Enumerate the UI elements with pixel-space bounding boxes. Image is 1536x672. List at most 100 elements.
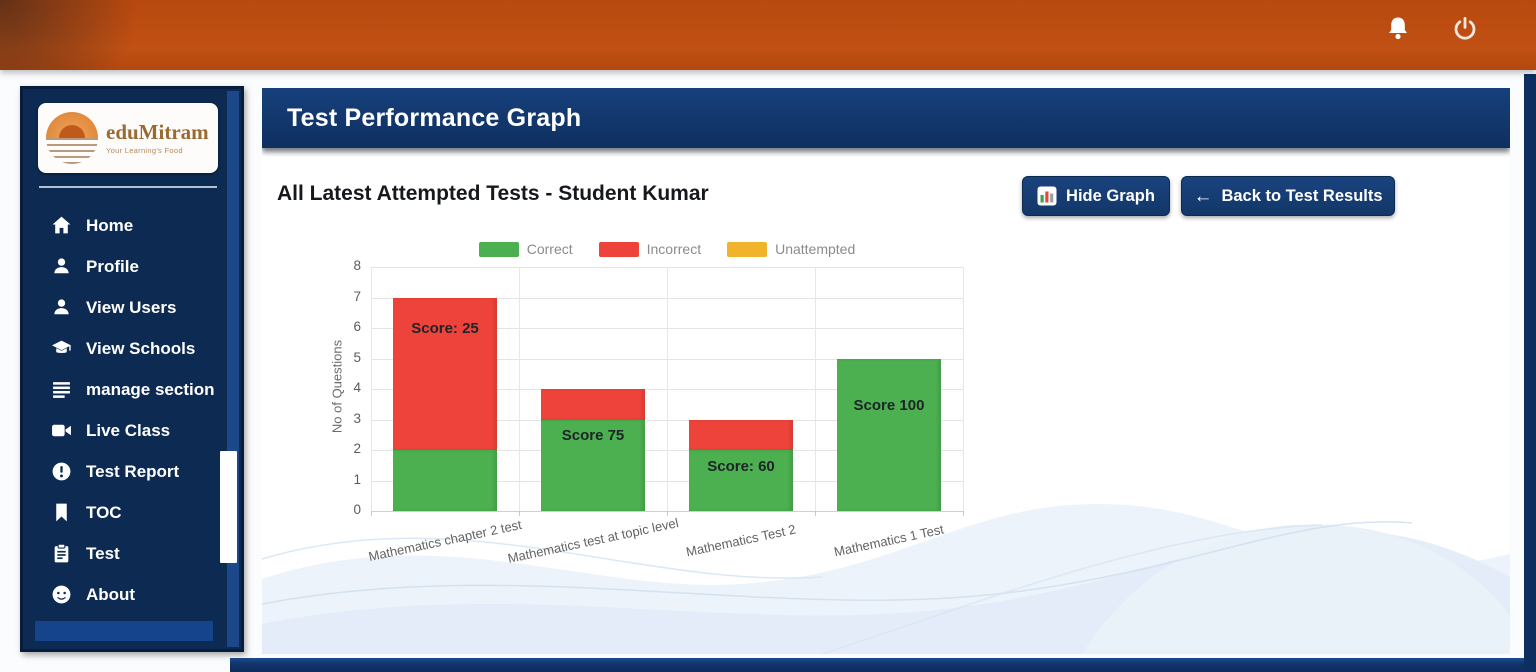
x-axis-label: Mathematics test at topic level — [506, 515, 680, 566]
person-icon — [51, 297, 72, 318]
x-tick-mark-0 — [371, 511, 372, 516]
x-axis-label: Mathematics 1 Test — [832, 521, 946, 560]
footer-bar — [230, 658, 1524, 672]
y-tick-7: 7 — [353, 288, 361, 304]
graduation-cap-icon — [51, 338, 72, 359]
sidebar-item-label: Test Report — [86, 461, 180, 481]
sunrise-logo-icon — [46, 112, 98, 164]
right-edge-strip — [1524, 74, 1536, 672]
y-tick-4: 4 — [353, 380, 361, 395]
left-arrow-icon: ← — [1193, 185, 1213, 207]
brand-name: eduMitram — [106, 119, 209, 144]
x-tick-mark-1 — [519, 511, 520, 516]
sidebar-item-view-schools[interactable]: View Schools — [23, 328, 233, 369]
sidebar-vertical-scrollbar-thumb[interactable] — [220, 451, 237, 563]
y-axis-title: No of Questions — [329, 339, 345, 434]
page-header: Test Performance Graph — [262, 88, 1510, 148]
bar-score-label: Score 75 — [561, 427, 625, 444]
bar-segment-correct[interactable] — [393, 450, 497, 511]
y-tick-5: 5 — [353, 349, 361, 365]
sidebar-item-view-users[interactable]: View Users — [23, 287, 233, 328]
legend-label: Incorrect — [646, 241, 702, 257]
y-tick-1: 1 — [353, 471, 361, 487]
sidebar-item-label: Test — [86, 543, 120, 563]
sidebar-horizontal-scrollbar[interactable] — [35, 621, 213, 641]
person-icon — [51, 256, 72, 277]
sidebar-item-label: Profile — [86, 256, 139, 276]
video-camera-icon — [51, 420, 72, 441]
legend-swatch — [478, 241, 519, 257]
sidebar-item-label: manage section — [86, 379, 215, 399]
sidebar-item-manage-section[interactable]: manage section — [23, 369, 233, 410]
bar-segment-correct[interactable] — [689, 450, 793, 511]
bar-segment-incorrect[interactable] — [393, 297, 497, 450]
sidebar-item-label: Home — [86, 215, 134, 235]
page-title: Test Performance Graph — [287, 103, 582, 132]
x-tick-mark-3 — [815, 511, 816, 516]
bookmark-icon — [51, 502, 72, 523]
bar-score-label: Score: 25 — [411, 319, 479, 337]
bar-segment-incorrect[interactable] — [689, 419, 793, 450]
brand-tagline: Your Learning's Food — [106, 145, 183, 155]
legend-label: Unattempted — [775, 241, 856, 257]
list-icon — [51, 379, 72, 400]
sidebar-item-label: TOC — [86, 502, 122, 522]
y-tick-3: 3 — [353, 410, 361, 426]
home-icon — [51, 215, 72, 236]
bar-score-label: Score: 60 — [707, 457, 775, 475]
sidebar-item-toc[interactable]: TOC — [23, 492, 233, 533]
gridline-v-2 — [667, 267, 668, 511]
chart-legend: Correct Incorrect Unattempted — [371, 241, 963, 257]
subtitle: All Latest Attempted Tests - Student Kum… — [277, 182, 709, 205]
sidebar: eduMitram Your Learning's Food Home Profi… — [20, 86, 244, 652]
bar-chart-icon — [1037, 186, 1057, 206]
gridline-v-3 — [815, 267, 816, 511]
legend-swatch — [727, 241, 768, 257]
hide-graph-label: Hide Graph — [1066, 186, 1155, 205]
sidebar-item-label: View Schools — [86, 338, 196, 358]
bar-segment-correct[interactable] — [837, 358, 941, 511]
bar-segment-incorrect[interactable] — [541, 389, 645, 420]
gridline-v-1 — [519, 267, 520, 511]
power-icon[interactable] — [1452, 16, 1478, 42]
y-tick-8: 8 — [353, 258, 361, 273]
gridline-v-4 — [963, 267, 964, 511]
legend-incorrect[interactable]: Incorrect — [598, 241, 702, 257]
sidebar-item-profile[interactable]: Profile — [23, 246, 233, 287]
toolbar-row: All Latest Attempted Tests - Student Kum… — [262, 176, 1510, 218]
sidebar-item-label: View Users — [86, 297, 177, 317]
sidebar-item-label: Live Class — [86, 420, 171, 440]
sidebar-item-label: About — [86, 584, 136, 604]
smiley-icon — [51, 584, 72, 605]
sidebar-item-about[interactable]: About — [23, 574, 233, 615]
bar-score-label: Score 100 — [853, 396, 925, 414]
gridline-v-0 — [371, 267, 372, 511]
sidebar-item-live-class[interactable]: Live Class — [23, 410, 233, 451]
legend-correct[interactable]: Correct — [478, 241, 573, 257]
x-tick-mark-2 — [667, 511, 668, 516]
legend-unattempted[interactable]: Unattempted — [727, 241, 855, 257]
alert-circle-icon — [51, 461, 72, 482]
logo[interactable]: eduMitram Your Learning's Food — [38, 103, 218, 173]
main-panel: Test Performance Graph All Latest Attemp… — [262, 88, 1510, 654]
y-tick-2: 2 — [353, 441, 361, 456]
sidebar-menu: Home Profile View Users View Schools manage … — [23, 205, 233, 615]
y-tick-6: 6 — [353, 319, 361, 334]
test-performance-chart: Correct Incorrect Unattempted 0 1 2 3 4 5 6 7 8 No o… — [262, 228, 1042, 648]
sidebar-item-test-report[interactable]: Test Report — [23, 451, 233, 492]
back-to-results-label: Back to Test Results — [1221, 186, 1383, 205]
topbar — [0, 0, 1536, 70]
legend-label: Correct — [526, 241, 573, 257]
x-tick-mark-4 — [963, 511, 964, 516]
bar-segment-correct[interactable] — [541, 419, 645, 511]
sidebar-item-home[interactable]: Home — [23, 205, 233, 246]
sidebar-item-test[interactable]: Test — [23, 533, 233, 574]
back-to-results-button[interactable]: ← Back to Test Results — [1181, 176, 1395, 216]
x-axis-label: Mathematics Test 2 — [684, 521, 798, 560]
x-axis-label: Mathematics chapter 2 test — [367, 516, 523, 565]
sidebar-divider — [39, 186, 217, 188]
legend-swatch — [598, 241, 639, 257]
hide-graph-button[interactable]: Hide Graph — [1022, 176, 1170, 216]
notification-bell-icon[interactable] — [1386, 16, 1410, 42]
clipboard-icon — [51, 543, 72, 564]
